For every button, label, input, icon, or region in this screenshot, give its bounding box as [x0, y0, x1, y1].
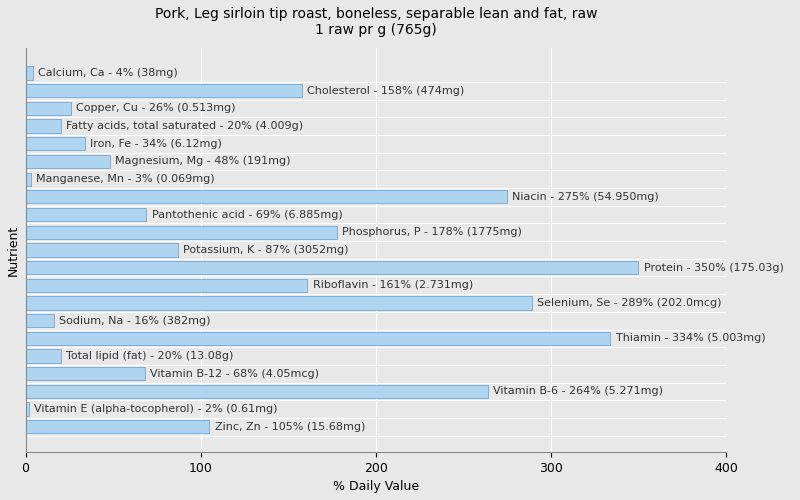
- Y-axis label: Nutrient: Nutrient: [7, 224, 20, 276]
- Bar: [26, 332, 610, 345]
- Bar: [26, 244, 178, 256]
- Text: Fatty acids, total saturated - 20% (4.009g): Fatty acids, total saturated - 20% (4.00…: [66, 121, 303, 131]
- Bar: [26, 385, 488, 398]
- Bar: [26, 208, 146, 221]
- Text: Riboflavin - 161% (2.731mg): Riboflavin - 161% (2.731mg): [313, 280, 473, 290]
- Bar: [26, 66, 33, 80]
- Title: Pork, Leg sirloin tip roast, boneless, separable lean and fat, raw
1 raw pr g (7: Pork, Leg sirloin tip roast, boneless, s…: [154, 7, 597, 37]
- Text: Zinc, Zn - 105% (15.68mg): Zinc, Zn - 105% (15.68mg): [214, 422, 365, 432]
- Bar: [26, 296, 532, 310]
- Bar: [26, 402, 29, 415]
- Bar: [26, 278, 307, 292]
- X-axis label: % Daily Value: % Daily Value: [333, 480, 419, 493]
- Text: Vitamin B-6 - 264% (5.271mg): Vitamin B-6 - 264% (5.271mg): [493, 386, 663, 396]
- Bar: [26, 350, 61, 362]
- Text: Phosphorus, P - 178% (1775mg): Phosphorus, P - 178% (1775mg): [342, 227, 522, 237]
- Text: Niacin - 275% (54.950mg): Niacin - 275% (54.950mg): [512, 192, 659, 202]
- Bar: [26, 137, 85, 150]
- Text: Vitamin E (alpha-tocopherol) - 2% (0.61mg): Vitamin E (alpha-tocopherol) - 2% (0.61m…: [34, 404, 278, 414]
- Text: Calcium, Ca - 4% (38mg): Calcium, Ca - 4% (38mg): [38, 68, 178, 78]
- Bar: [26, 102, 71, 115]
- Text: Total lipid (fat) - 20% (13.08g): Total lipid (fat) - 20% (13.08g): [66, 351, 233, 361]
- Bar: [26, 190, 507, 203]
- Text: Thiamin - 334% (5.003mg): Thiamin - 334% (5.003mg): [616, 334, 766, 344]
- Bar: [26, 226, 338, 239]
- Bar: [26, 172, 30, 186]
- Bar: [26, 84, 302, 98]
- Text: Manganese, Mn - 3% (0.069mg): Manganese, Mn - 3% (0.069mg): [36, 174, 214, 184]
- Text: Iron, Fe - 34% (6.12mg): Iron, Fe - 34% (6.12mg): [90, 139, 222, 149]
- Bar: [26, 314, 54, 328]
- Text: Potassium, K - 87% (3052mg): Potassium, K - 87% (3052mg): [183, 245, 349, 255]
- Text: Protein - 350% (175.03g): Protein - 350% (175.03g): [644, 262, 783, 272]
- Text: Selenium, Se - 289% (202.0mcg): Selenium, Se - 289% (202.0mcg): [537, 298, 722, 308]
- Text: Magnesium, Mg - 48% (191mg): Magnesium, Mg - 48% (191mg): [115, 156, 290, 166]
- Text: Cholesterol - 158% (474mg): Cholesterol - 158% (474mg): [307, 86, 465, 96]
- Bar: [26, 155, 110, 168]
- Bar: [26, 420, 210, 434]
- Text: Pantothenic acid - 69% (6.885mg): Pantothenic acid - 69% (6.885mg): [151, 210, 342, 220]
- Text: Copper, Cu - 26% (0.513mg): Copper, Cu - 26% (0.513mg): [76, 104, 236, 114]
- Bar: [26, 367, 145, 380]
- Text: Sodium, Na - 16% (382mg): Sodium, Na - 16% (382mg): [58, 316, 210, 326]
- Bar: [26, 120, 61, 132]
- Text: Vitamin B-12 - 68% (4.05mcg): Vitamin B-12 - 68% (4.05mcg): [150, 368, 319, 378]
- Bar: [26, 261, 638, 274]
